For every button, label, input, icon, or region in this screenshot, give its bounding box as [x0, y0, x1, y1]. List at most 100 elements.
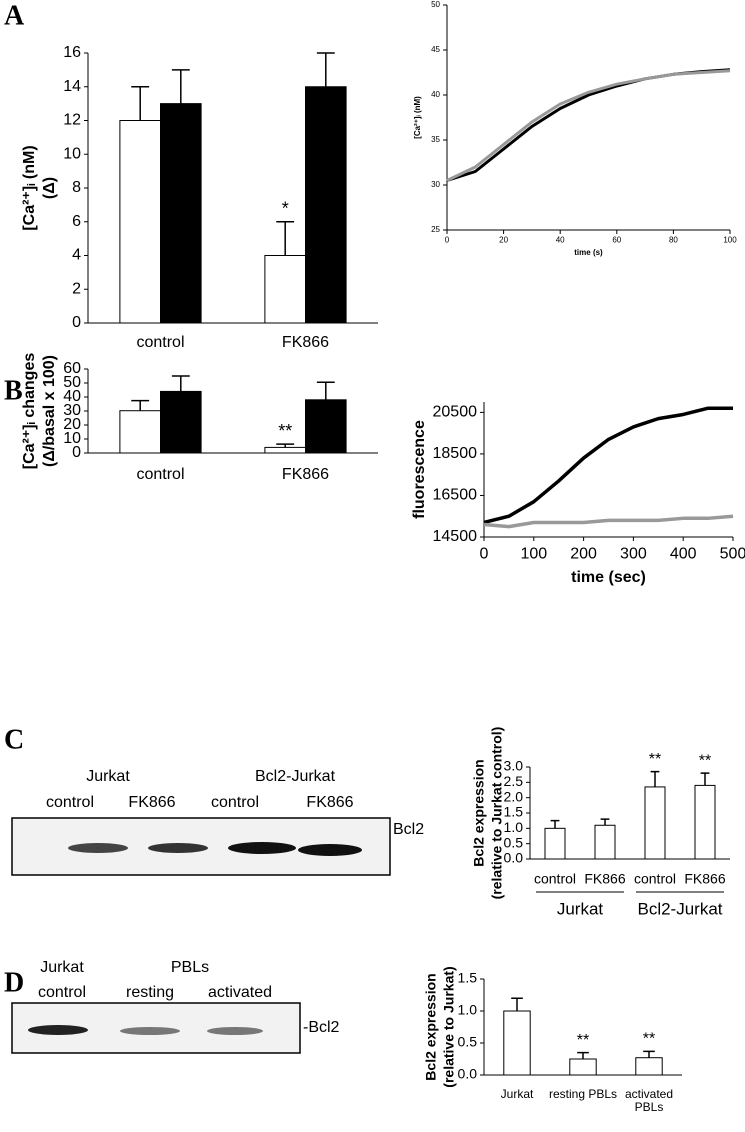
x-tick-label: 60	[612, 235, 621, 244]
y-tick-label: 35	[431, 135, 440, 144]
y-axis-label: Bcl2 expression	[471, 759, 487, 866]
bar	[569, 1058, 597, 1076]
x-tick-label: FK866	[282, 466, 329, 483]
y-tick-label: 50	[63, 374, 81, 391]
blot-band	[148, 843, 208, 853]
bar	[305, 86, 347, 324]
lane-label: FK866	[128, 794, 175, 811]
data-line	[483, 514, 734, 529]
y-tick-label: 30	[431, 180, 440, 189]
y-axis-label: Bcl2 expression	[423, 973, 439, 1080]
data-line	[446, 68, 731, 182]
blot-group: Jurkat	[86, 768, 130, 785]
y-axis-label: fluorescence	[411, 420, 428, 519]
y-tick-label: 1.5	[504, 804, 524, 820]
bar	[160, 390, 202, 454]
bar	[160, 103, 202, 324]
bar	[503, 1010, 531, 1076]
x-tick-label: Jurkat	[500, 1087, 534, 1101]
y-tick-label: 20500	[433, 404, 478, 421]
error-bar	[511, 997, 523, 1011]
group-label: Jurkat	[557, 899, 604, 918]
x-tick-label: 200	[570, 546, 597, 563]
x-tick-label: 80	[669, 235, 678, 244]
y-tick-label: 40	[431, 90, 440, 99]
y-tick-label: 16	[63, 44, 81, 61]
x-tick-label: control	[136, 334, 184, 351]
blot-band	[120, 1027, 180, 1035]
blot-band	[207, 1027, 263, 1035]
y-tick-label: 0	[72, 444, 81, 461]
blot-band	[228, 842, 296, 854]
y-axis-label: [Ca²⁺]ᵢ (nM)	[413, 96, 422, 139]
x-tick-label: 0	[445, 235, 450, 244]
bar	[264, 446, 306, 454]
x-tick-label: FK866	[684, 871, 725, 887]
significance-marker: **	[577, 1032, 589, 1049]
blot-band	[298, 844, 362, 856]
x-tick-label: 500	[720, 546, 745, 563]
y-tick-label: 12	[63, 112, 81, 129]
blot-group: PBLs	[171, 959, 209, 976]
error-bar	[650, 770, 660, 787]
lane-label: control	[211, 794, 259, 811]
lane-label: FK866	[306, 794, 353, 811]
blot-group: Bcl2-Jurkat	[255, 768, 336, 785]
x-tick-label: control	[136, 466, 184, 483]
error-bar	[276, 221, 295, 256]
y-axis-label: [Ca²⁺]ᵢ changes	[21, 353, 38, 470]
band-label: -Bcl2	[303, 1019, 340, 1036]
lane-label: control	[38, 984, 86, 1001]
y-tick-label: 0.5	[504, 834, 524, 850]
y-tick-label: 4	[72, 247, 81, 264]
y-tick-label: 6	[72, 213, 81, 230]
x-tick-label: control	[534, 871, 576, 887]
x-tick-label: FK866	[584, 871, 625, 887]
y-tick-label: 20	[63, 416, 81, 433]
y-axis-label: (Δ/basal x 100)	[41, 355, 58, 467]
panel-label: D	[4, 967, 24, 998]
data-line	[446, 69, 731, 182]
error-bar	[700, 772, 710, 786]
x-tick-label: 40	[556, 235, 565, 244]
y-tick-label: 2	[72, 280, 81, 297]
panel-label: A	[4, 0, 25, 31]
significance-marker: **	[699, 752, 711, 769]
x-tick-label: 400	[670, 546, 697, 563]
error-bar	[171, 69, 190, 104]
x-axis-label: time (sec)	[571, 569, 646, 586]
y-tick-label: 2.0	[504, 788, 524, 804]
error-bar	[276, 443, 295, 448]
y-tick-label: 14	[63, 78, 81, 95]
y-tick-label: 8	[72, 179, 81, 196]
bar	[264, 255, 306, 324]
significance-marker: **	[278, 421, 292, 441]
group-label: Bcl2-Jurkat	[637, 899, 722, 918]
y-tick-label: 45	[431, 45, 440, 54]
lane-label: resting	[126, 984, 174, 1001]
y-tick-label: 1.0	[504, 819, 524, 835]
x-tick-label: resting PBLs	[548, 1087, 618, 1101]
lane-label: control	[46, 794, 94, 811]
band-label: Bcl2	[393, 821, 424, 838]
x-tick-label: 20	[499, 235, 508, 244]
significance-marker: **	[649, 751, 661, 768]
bar	[694, 784, 716, 860]
y-tick-label: 0	[72, 314, 81, 331]
y-tick-label: 1.0	[458, 1002, 478, 1018]
lane-label: activated	[208, 984, 272, 1001]
bar	[119, 120, 161, 324]
y-tick-label: 0.0	[504, 850, 524, 866]
error-bar	[131, 399, 150, 411]
x-tick-label: 100	[520, 546, 547, 563]
blot-band	[28, 1025, 88, 1035]
y-tick-label: 10	[63, 430, 81, 447]
blot-group: Jurkat	[40, 959, 84, 976]
error-bar	[600, 818, 610, 826]
y-tick-label: 30	[63, 402, 81, 419]
error-bar	[550, 819, 560, 829]
error-bar	[171, 375, 190, 392]
y-tick-label: 0.5	[458, 1034, 478, 1050]
